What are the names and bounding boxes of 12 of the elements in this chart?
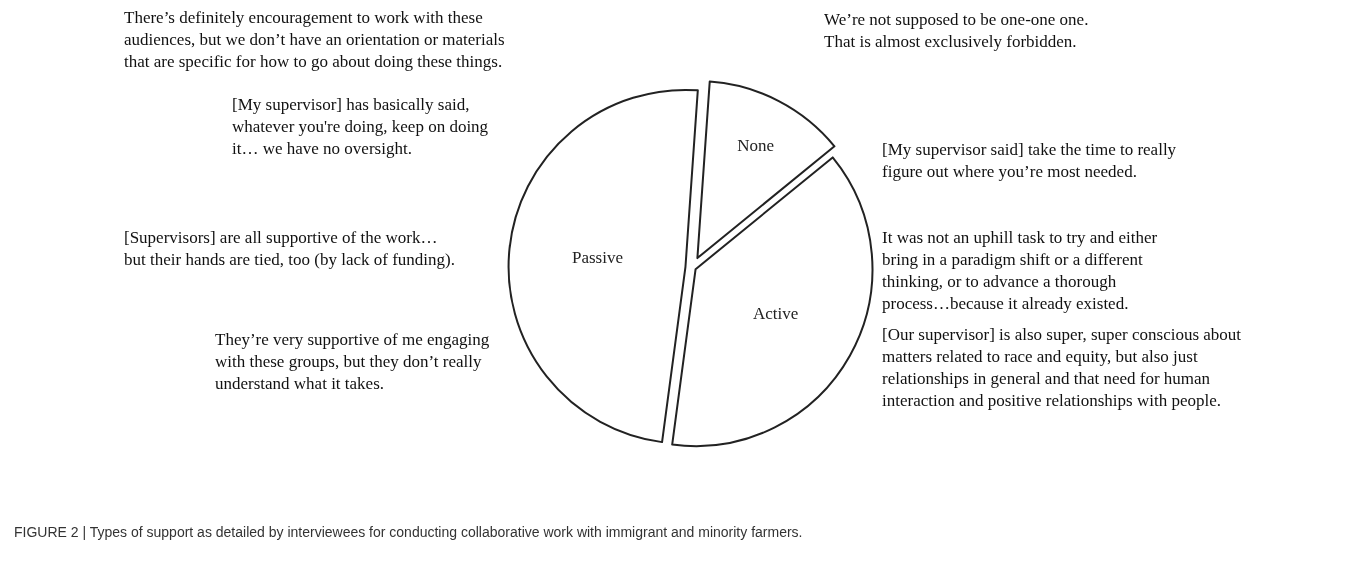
slice-label: Passive (571, 248, 623, 268)
text: [My supervisor] has basically said, whatever you're doing, keep on doing it… we have no oversight. (232, 95, 489, 159)
text: [My supervisor said] take the time to really figure out where you’re most needed. (882, 140, 1177, 182)
text: It was not an uphill task to try and either bring in a paradigm shift or a different thinking, or to advance a thorough process…because it already existed. (882, 228, 1158, 314)
slice-label: None (737, 136, 775, 156)
text: There’s definitely encouragement to work with these audiences, but we don’t have an orientation or materials that are specific for how to go about doing these things. (124, 8, 505, 72)
text: [Supervisors] are all supportive of the work… but their hands are tied, too (by lack of funding). (124, 228, 455, 270)
text: We’re not supposed to be one-one one. That is almost exclusively forbidden. (824, 10, 1089, 52)
text: [Our supervisor] is also super, super conscious about matters related to race and equity, but also just relationships in general and that need for human interaction and positive relationships with people. (882, 325, 1242, 411)
slice-label: Active (752, 304, 799, 324)
text: They’re very supportive of me engaging with these groups, but they don’t really understand what it takes. (215, 330, 490, 394)
caption: FIGURE 2 | Types of support as detailed by interviewees for conducting collaborative work with immigrant and minority farmers. (14, 524, 803, 540)
